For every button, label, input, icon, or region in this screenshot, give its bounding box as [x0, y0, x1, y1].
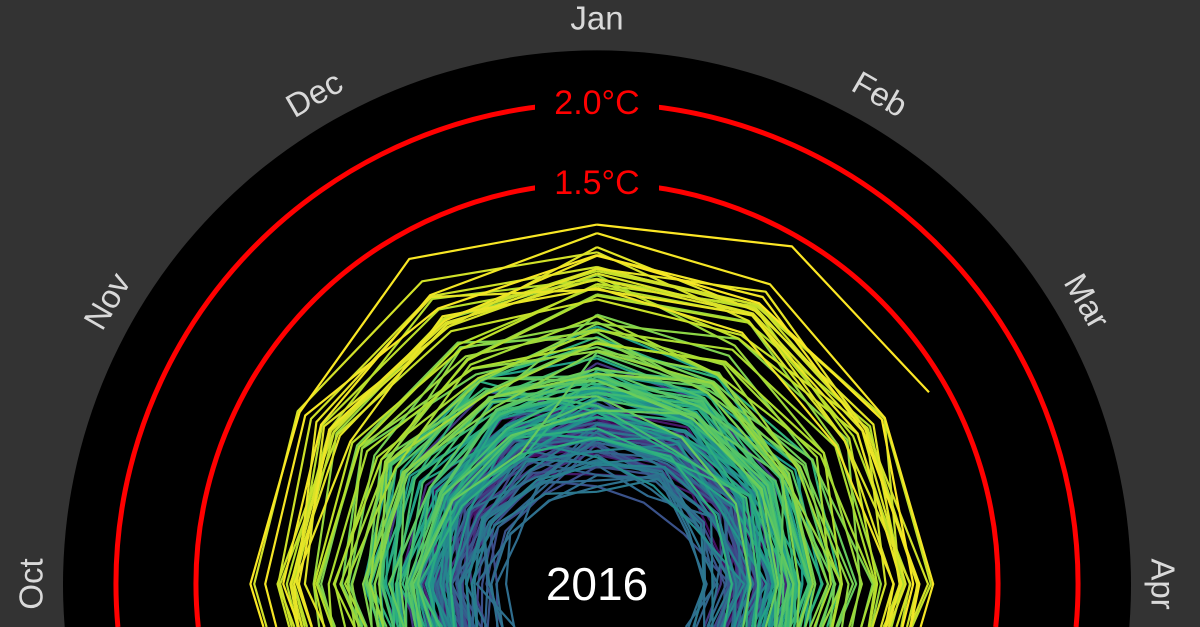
spiral-line-2010 — [295, 288, 598, 627]
spiral-line-2014 — [264, 253, 598, 627]
spiral-line-1956 — [449, 369, 598, 627]
spiral-line-1975 — [387, 395, 598, 627]
reference-rings: 1.5°C 2.0°C — [113, 81, 1081, 627]
spiral-line-1968 — [596, 386, 777, 627]
spiral-line-1923 — [465, 449, 598, 627]
spiral-line-1922 — [596, 456, 751, 627]
spiral-line-1990 — [596, 293, 883, 627]
spiral-line-2015 — [249, 223, 598, 627]
spiral-line-1997 — [315, 285, 598, 627]
spiral-line-1996 — [596, 342, 844, 627]
spiral-line-2011 — [596, 288, 903, 627]
spiral-line-1988 — [596, 321, 850, 627]
spiral-line-1985 — [373, 372, 598, 627]
spiral-line-2008 — [303, 246, 598, 627]
spiral-line-1974 — [596, 379, 785, 627]
spiral-line-1947 — [414, 405, 598, 627]
spiral-line-2012 — [596, 287, 895, 627]
month-label-apr: Apr — [1145, 558, 1182, 609]
spiral-line-1916 — [459, 490, 598, 627]
spiral-line-1952 — [397, 409, 598, 627]
spiral-line-1980 — [596, 340, 836, 627]
spiral-line-1973 — [596, 366, 830, 627]
spiral-line-1922 — [470, 463, 598, 627]
spiral-line-1996 — [332, 294, 598, 627]
spiral-line-2014 — [596, 232, 935, 627]
month-label-oct: Oct — [13, 558, 50, 609]
spiral-line-1956 — [596, 436, 733, 627]
spiral-line-2005 — [253, 251, 598, 627]
current-year-label: 2016 — [546, 558, 648, 610]
spiral-lines — [249, 223, 935, 627]
spiral-line-1911 — [475, 485, 598, 627]
spiral-line-1935 — [596, 411, 768, 627]
spiral-line-2012 — [297, 254, 598, 627]
spiral-line-1982 — [368, 313, 598, 627]
spiral-line-1989 — [369, 293, 598, 627]
spiral-line-1916 — [596, 432, 734, 627]
spiral-line-1985 — [596, 349, 830, 627]
spiral-line-2016 — [596, 223, 930, 394]
spiral-line-1978 — [596, 379, 780, 627]
spiral-line-1975 — [596, 409, 795, 627]
spiral-line-2011 — [293, 287, 598, 627]
spiral-line-1972 — [416, 366, 598, 627]
spiral-line-1990 — [312, 274, 598, 627]
spiral-line-1963 — [596, 391, 812, 627]
spiral-line-1971 — [406, 373, 598, 627]
spiral-line-1976 — [412, 351, 598, 627]
ring-label-bg — [535, 81, 659, 125]
spiral-line-2013 — [596, 254, 921, 627]
spiral-line-1992 — [339, 341, 598, 627]
spiral-line-1964 — [596, 404, 760, 627]
spiral-line-1923 — [596, 463, 738, 627]
spiral-line-1917 — [596, 477, 706, 627]
spiral-line-1991 — [346, 328, 598, 627]
spiral-line-2008 — [596, 277, 895, 627]
spiral-line-2004 — [277, 265, 598, 627]
spiral-line-2000 — [313, 283, 598, 627]
spiral-line-1993 — [344, 315, 598, 627]
spiral-line-2013 — [282, 232, 598, 627]
spiral-line-1969 — [380, 372, 598, 627]
spiral-line-1984 — [596, 337, 801, 627]
spiral-line-1967 — [404, 386, 598, 627]
spiral-line-1995 — [327, 342, 598, 627]
spiral-line-2015 — [596, 253, 915, 627]
spiral-line-1971 — [596, 374, 790, 627]
spiral-line-1965 — [596, 379, 811, 627]
spiral-line-1933 — [439, 385, 598, 627]
spiral-line-1929 — [445, 416, 598, 627]
spiral-line-1955 — [417, 436, 598, 627]
spiral-line-1920 — [596, 423, 761, 627]
spiral-line-1976 — [596, 395, 752, 627]
ring-label: 1.5°C — [554, 164, 639, 202]
spiral-line-1989 — [596, 350, 844, 627]
spiral-line-1913 — [596, 459, 719, 627]
spiral-line-1919 — [473, 423, 598, 627]
spiral-line-1986 — [596, 372, 815, 627]
spiral-line-1946 — [596, 437, 779, 627]
spiral-line-1969 — [596, 398, 791, 627]
month-label-jan: Jan — [570, 0, 623, 37]
spiral-line-1908 — [495, 479, 598, 627]
ring-label: 2.0°C — [554, 84, 639, 122]
spiral-line-1914 — [457, 437, 598, 627]
spiral-line-2005 — [596, 265, 930, 627]
spiral-line-1929 — [596, 456, 746, 627]
ring-label-bg — [535, 161, 659, 205]
spiral-line-1994 — [333, 329, 598, 627]
spiral-line-1966 — [395, 354, 598, 627]
